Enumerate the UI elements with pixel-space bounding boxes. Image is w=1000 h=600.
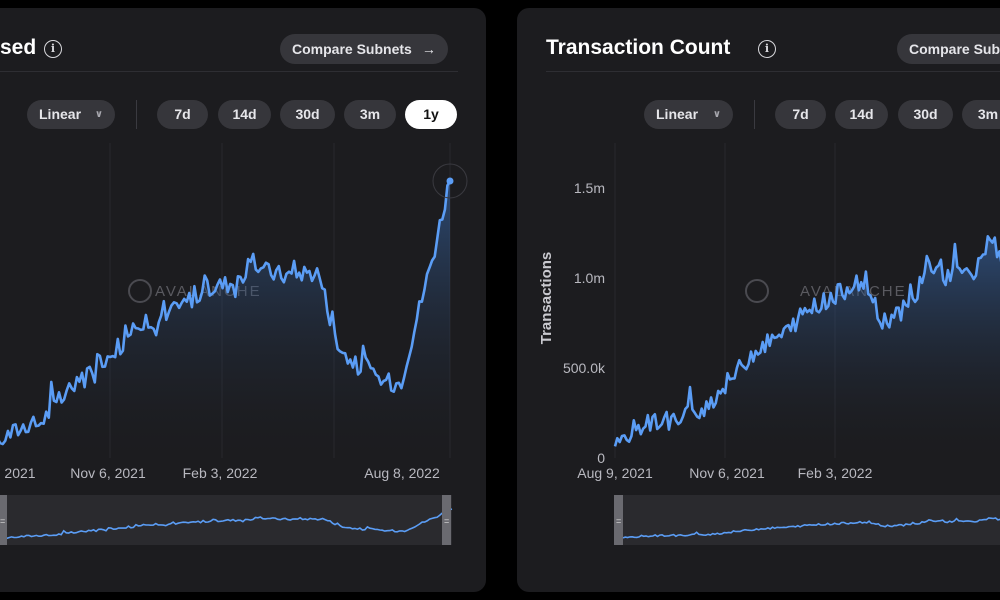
navigator-right-handle[interactable]: [442, 495, 451, 545]
scale-select[interactable]: Linear ∨: [644, 100, 733, 129]
chevron-down-icon: ∨: [94, 109, 103, 120]
scale-label: Linear: [656, 106, 699, 122]
x-tick-label: Feb 3, 2022: [798, 465, 873, 481]
chart-card-left: sed i Compare Subnets → Linear ∨ 7d 14d 30…: [0, 8, 486, 592]
compare-subnets-button[interactable]: Compare Subnets →: [280, 34, 448, 64]
toolbar-divider: [754, 100, 755, 129]
divider: [0, 71, 458, 72]
navigator-left-handle[interactable]: [614, 495, 623, 545]
range-30d-button[interactable]: 30d: [280, 100, 335, 129]
x-tick-label: Aug 8, 2022: [364, 465, 440, 481]
chart-title: Transaction Count: [546, 36, 731, 59]
series-line: [0, 180, 452, 446]
x-tick-label: Nov 6, 2021: [689, 465, 765, 481]
compare-subnets-label: Compare Subnets: [909, 41, 1000, 57]
range-14d-button[interactable]: 14d: [218, 100, 271, 129]
range-1y-button[interactable]: 1y: [405, 100, 457, 129]
y-tick-label: 500.0k: [563, 360, 606, 376]
compare-subnets-button[interactable]: Compare Subnets→: [897, 34, 1000, 64]
scale-select[interactable]: Linear ∨: [27, 100, 115, 129]
grip-icon: =: [0, 516, 5, 526]
grip-icon: =: [616, 516, 621, 526]
avalanche-logo-icon: [128, 279, 152, 303]
range-7d-button[interactable]: 7d: [775, 100, 826, 129]
range-30d-button[interactable]: 30d: [898, 100, 953, 129]
range-navigator[interactable]: = =: [0, 495, 453, 545]
chart-title: sed: [0, 36, 37, 59]
divider: [546, 71, 1000, 72]
navigator-line: [622, 517, 1000, 539]
x-axis-ticks: 2021 Nov 6, 2021 Feb 3, 2022 Aug 8, 2022: [4, 465, 440, 481]
hover-ring: [432, 163, 468, 199]
arrow-right-icon: →: [421, 41, 436, 57]
navigator-line: [3, 508, 453, 540]
series-line: [613, 235, 1000, 447]
range-navigator[interactable]: =: [614, 495, 1000, 545]
chevron-down-icon: ∨: [712, 109, 721, 120]
toolbar-divider: [136, 100, 137, 129]
y-tick-label: 1.0m: [574, 270, 605, 286]
chart-area-fill: [0, 181, 450, 458]
x-tick-label: Feb 3, 2022: [183, 465, 258, 481]
range-3m-button[interactable]: 3m: [962, 100, 1000, 129]
series-end-point: [446, 177, 454, 185]
compare-subnets-label: Compare Subnets: [292, 41, 412, 57]
chart-card-right: Transaction Count i Compare Subnets→ Lin…: [517, 8, 1000, 592]
grip-icon: =: [444, 516, 449, 526]
navigator-left-handle[interactable]: [0, 495, 7, 545]
range-14d-button[interactable]: 14d: [835, 100, 888, 129]
range-3m-button[interactable]: 3m: [344, 100, 396, 129]
info-icon[interactable]: i: [44, 40, 62, 58]
navigator-track: [618, 495, 1000, 545]
info-icon[interactable]: i: [758, 40, 776, 58]
x-tick-label: Nov 6, 2021: [70, 465, 146, 481]
x-tick-label: 2021: [4, 465, 35, 481]
range-7d-button[interactable]: 7d: [157, 100, 208, 129]
x-tick-label: Aug 9, 2021: [577, 465, 653, 481]
y-tick-label: 0: [597, 450, 605, 466]
avalanche-logo-icon: [745, 279, 769, 303]
y-axis-ticks: 0 500.0k 1.0m 1.5m: [563, 180, 606, 466]
y-axis-label: Transactions: [538, 252, 555, 345]
y-tick-label: 1.5m: [574, 180, 605, 196]
scale-label: Linear: [39, 106, 82, 122]
